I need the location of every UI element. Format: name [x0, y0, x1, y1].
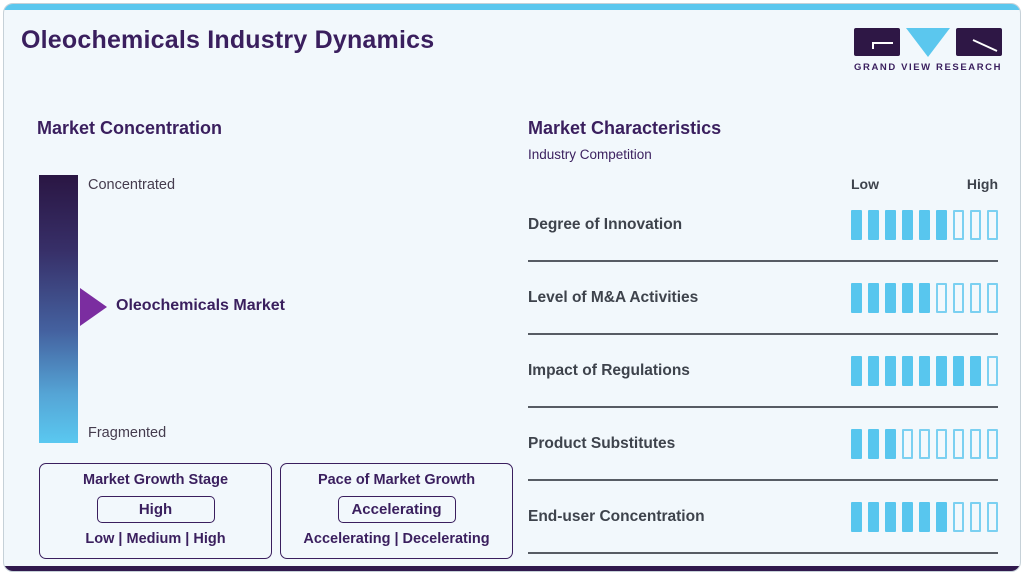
rating-bars: [851, 501, 998, 532]
scale-low-label: Low: [851, 176, 879, 192]
characteristic-row: Degree of Innovation: [528, 189, 998, 262]
rating-bar-filled: [868, 428, 879, 459]
top-accent-bar: [4, 4, 1020, 10]
rating-bar-filled: [902, 282, 913, 313]
rating-bar-filled: [919, 209, 930, 240]
rating-bar-filled: [919, 501, 930, 532]
rating-bar-empty: [987, 428, 998, 459]
rating-bar-empty: [970, 428, 981, 459]
characteristic-row: Impact of Regulations: [528, 335, 998, 408]
market-concentration-heading: Market Concentration: [37, 118, 223, 138]
page-title: Oleochemicals Industry Dynamics: [21, 26, 435, 54]
gvr-logo: GRAND VIEW RESEARCH: [854, 28, 1002, 73]
rating-bar-filled: [868, 501, 879, 532]
characteristic-row: End-user Concentration: [528, 481, 998, 554]
rating-bar-empty: [902, 428, 913, 459]
market-growth-stage-box: Market Growth Stage High Low | Medium | …: [39, 463, 272, 559]
rating-bar-filled: [885, 428, 896, 459]
fragmented-label: Fragmented: [88, 425, 167, 441]
rating-bar-filled: [868, 282, 879, 313]
characteristic-label: Product Substitutes: [528, 434, 676, 452]
rating-bar-filled: [885, 355, 896, 386]
rating-bar-empty: [987, 282, 998, 313]
growth-stage-options: Low | Medium | High: [85, 531, 226, 547]
rating-bar-filled: [919, 282, 930, 313]
bottom-accent-bar: [4, 566, 1020, 571]
rating-bar-filled: [885, 209, 896, 240]
infographic-card: Oleochemicals Industry Dynamics GRAND VI…: [3, 3, 1021, 572]
growth-stage-title: Market Growth Stage: [82, 472, 229, 488]
concentrated-label: Concentrated: [88, 177, 176, 193]
rating-bar-filled: [851, 501, 862, 532]
scale-high-label: High: [966, 176, 998, 192]
rating-bar-empty: [970, 282, 981, 313]
rating-bar-filled: [851, 209, 862, 240]
rating-bar-empty: [987, 501, 998, 532]
rating-bar-filled: [851, 428, 862, 459]
rating-bar-empty: [919, 428, 930, 459]
characteristic-label: Impact of Regulations: [528, 361, 690, 379]
rating-bar-filled: [936, 355, 947, 386]
rating-bar-empty: [953, 501, 964, 532]
characteristic-row: Product Substitutes: [528, 408, 998, 481]
growth-stage-value: High: [96, 496, 215, 523]
rating-scale-labels: Low High: [851, 176, 998, 192]
rating-bar-filled: [902, 501, 913, 532]
gvr-logo-v-icon: [906, 28, 950, 57]
characteristic-row: Level of M&A Activities: [528, 262, 998, 335]
rating-bar-filled: [953, 355, 964, 386]
rating-bars: [851, 282, 998, 313]
rating-bar-empty: [936, 282, 947, 313]
rating-bar-empty: [970, 209, 981, 240]
rating-bar-filled: [936, 501, 947, 532]
rating-bar-filled: [868, 355, 879, 386]
growth-pace-options: Accelerating | Decelerating: [303, 531, 490, 547]
rating-bar-filled: [885, 501, 896, 532]
characteristic-label: End-user Concentration: [528, 507, 705, 525]
rating-bar-filled: [902, 209, 913, 240]
rating-bars: [851, 355, 998, 386]
rating-bar-filled: [851, 355, 862, 386]
concentration-gradient-bar: [39, 175, 78, 443]
market-growth-pace-box: Pace of Market Growth Accelerating Accel…: [280, 463, 513, 559]
gvr-logo-text: GRAND VIEW RESEARCH: [854, 62, 1003, 73]
rating-bar-empty: [953, 209, 964, 240]
rating-bars: [851, 209, 998, 240]
rating-bar-empty: [987, 355, 998, 386]
characteristics-list: Degree of Innovation Level of M&A Activit…: [528, 189, 998, 554]
rating-bar-filled: [919, 355, 930, 386]
gvr-logo-r-icon: [956, 28, 1002, 56]
rating-bar-filled: [936, 209, 947, 240]
rating-bar-empty: [953, 282, 964, 313]
industry-competition-subheading: Industry Competition: [528, 147, 652, 162]
rating-bar-empty: [953, 428, 964, 459]
growth-pace-value: Accelerating: [337, 496, 456, 523]
rating-bar-filled: [885, 282, 896, 313]
rating-bar-empty: [987, 209, 998, 240]
rating-bar-empty: [970, 501, 981, 532]
gvr-logo-mark: [854, 28, 1002, 58]
rating-bar-filled: [851, 282, 862, 313]
market-characteristics-heading: Market Characteristics: [528, 118, 722, 138]
growth-pace-title: Pace of Market Growth: [317, 472, 476, 488]
rating-bars: [851, 428, 998, 459]
rating-bar-filled: [970, 355, 981, 386]
market-position-arrow-icon: [80, 288, 107, 326]
rating-bar-filled: [868, 209, 879, 240]
gvr-logo-g-icon: [854, 28, 900, 56]
market-position-label: Oleochemicals Market: [116, 297, 285, 314]
rating-bar-empty: [936, 428, 947, 459]
rating-bar-filled: [902, 355, 913, 386]
characteristic-label: Degree of Innovation: [528, 215, 683, 233]
characteristic-label: Level of M&A Activities: [528, 288, 699, 306]
